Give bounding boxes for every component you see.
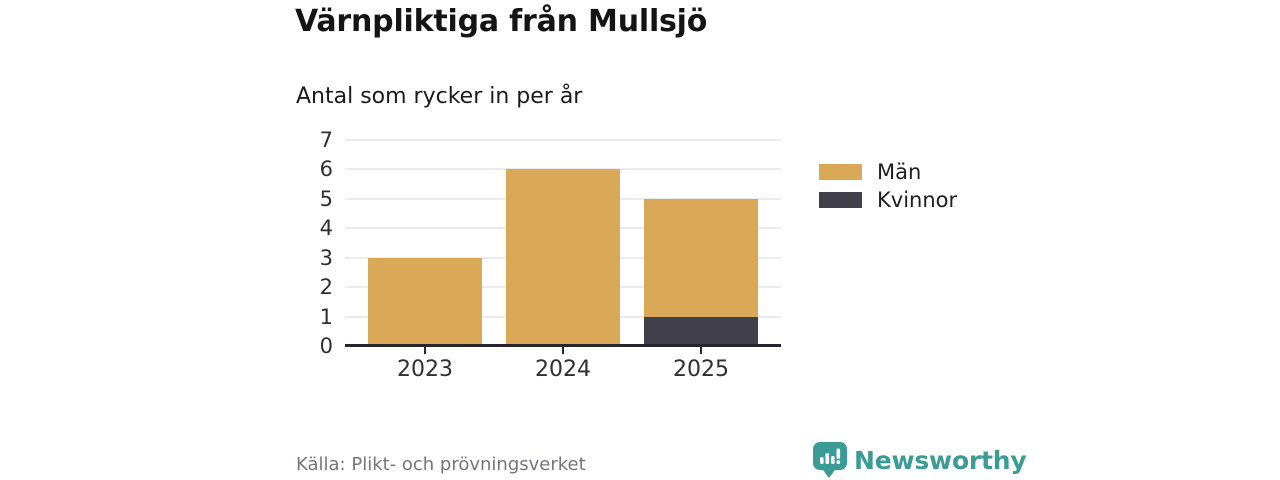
chart-subtitle: Antal som rycker in per år — [296, 84, 583, 109]
plot-area — [345, 139, 781, 347]
y-tick-label-7: 7 — [319, 128, 333, 152]
y-tick-label-2: 2 — [319, 275, 333, 300]
legend-swatch-women — [819, 192, 862, 208]
y-axis: 0 1 2 3 4 5 6 7 — [291, 128, 333, 358]
x-tick-label-2025: 2025 — [673, 357, 729, 382]
legend-swatch-men — [819, 164, 862, 180]
x-tick-2024 — [562, 347, 564, 354]
y-tick-label-1: 1 — [319, 304, 333, 329]
x-tick-label-2024: 2024 — [535, 357, 591, 382]
y-tick-label-3: 3 — [319, 245, 333, 270]
x-axis-line — [345, 344, 781, 347]
bar-2023-män — [368, 257, 482, 346]
bar-2025-män — [644, 198, 758, 317]
bar-2025-kvinnor — [644, 316, 758, 346]
newsworthy-wordmark: Newsworthy — [854, 445, 1027, 475]
newsworthy-logo: Newsworthy — [813, 442, 1027, 478]
gridline-7 — [345, 139, 781, 141]
y-tick-label-4: 4 — [319, 216, 333, 241]
x-tick-2025 — [700, 347, 702, 354]
legend-item-men: Män — [819, 160, 957, 184]
x-tick-2023 — [424, 347, 426, 354]
y-tick-label-0: 0 — [319, 334, 333, 358]
legend-label-women: Kvinnor — [877, 188, 958, 212]
legend-label-men: Män — [877, 160, 922, 184]
chart-title: Värnpliktiga från Mullsjö — [295, 4, 708, 39]
bar-2024-män — [506, 169, 620, 346]
source-text: Källa: Plikt- och prövningsverket — [296, 454, 586, 475]
newsworthy-icon — [813, 442, 847, 478]
x-axis: 2023 2024 2025 — [345, 347, 781, 387]
legend: Män Kvinnor — [819, 160, 958, 217]
y-tick-label-5: 5 — [319, 186, 333, 211]
y-tick-label-6: 6 — [319, 157, 333, 182]
x-tick-label-2023: 2023 — [397, 357, 453, 382]
legend-item-women: Kvinnor — [819, 188, 958, 212]
